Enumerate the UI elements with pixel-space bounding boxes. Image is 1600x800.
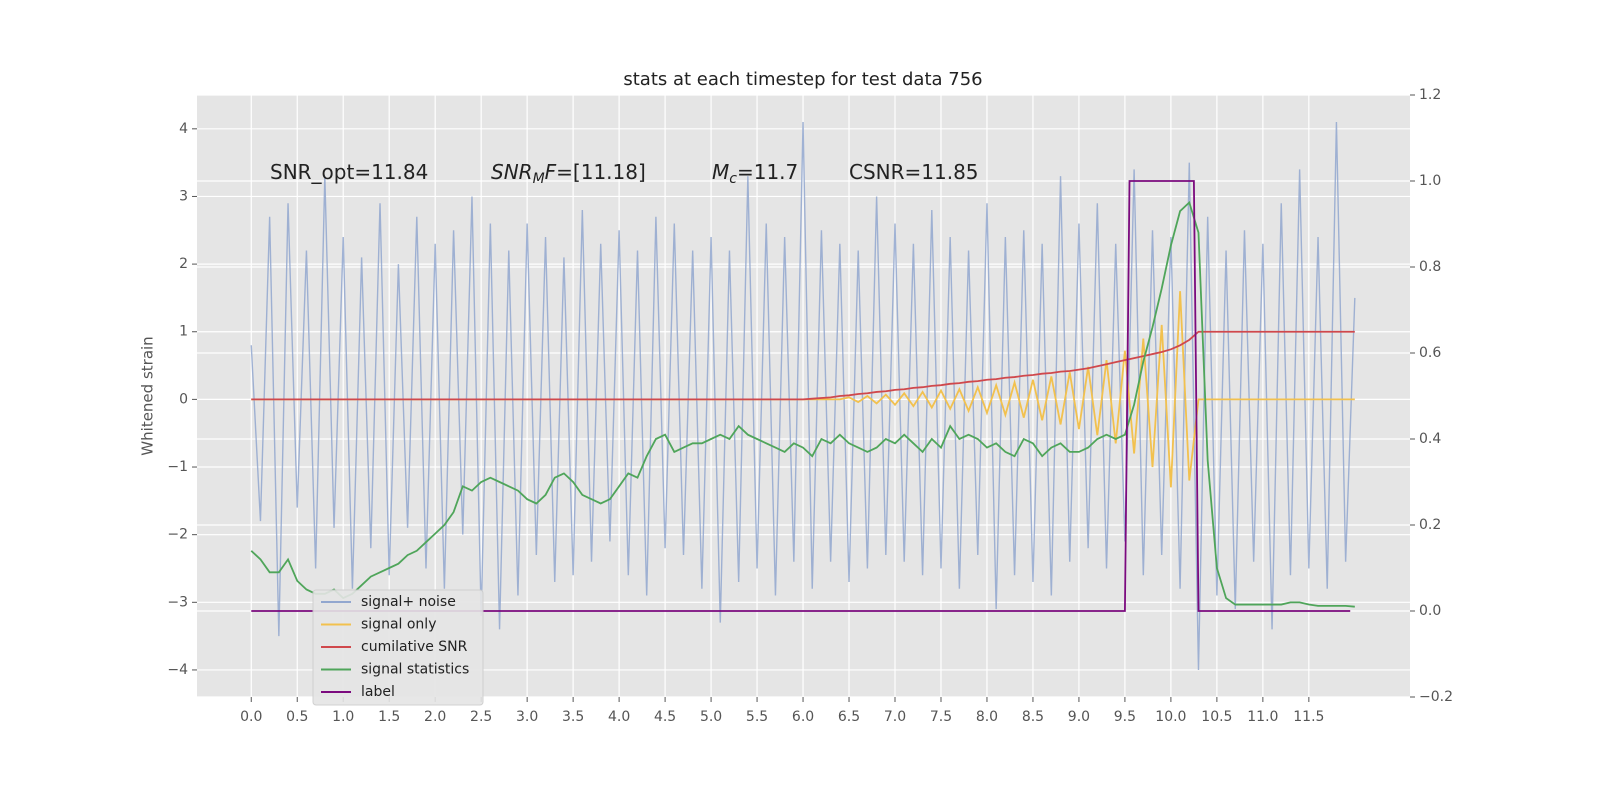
x-tick-label: 8.5 (1022, 709, 1044, 725)
y2-tick-label: 0.0 (1419, 603, 1441, 619)
y-tick-label: 0 (179, 391, 188, 407)
annotation-part: SNR_opt=11.84 (270, 160, 428, 184)
x-tick-label: 2.0 (424, 709, 446, 725)
x-tick-label: 3.0 (516, 709, 538, 725)
y-tick-label: 4 (179, 121, 188, 137)
legend-label: cumilative SNR (361, 639, 468, 655)
x-tick-label: 4.0 (608, 709, 630, 725)
x-tick-label: 3.5 (562, 709, 584, 725)
chart-title: stats at each timestep for test data 756 (623, 69, 982, 90)
x-tick-label: 7.5 (930, 709, 952, 725)
x-tick-label: 11.0 (1247, 709, 1278, 725)
y-tick-label: −1 (167, 459, 188, 475)
x-tick-label: 1.5 (378, 709, 400, 725)
marks (250, 122, 1356, 670)
x-tick-label: 9.0 (1068, 709, 1090, 725)
y2-tick-label: 0.8 (1419, 259, 1441, 275)
x-tick-label: 9.5 (1114, 709, 1136, 725)
annotation: SNRMF=[11.18] (491, 160, 646, 188)
x-tick-label: 0.0 (240, 709, 262, 725)
annotation-part: CSNR=11.85 (849, 160, 979, 184)
x-tick-label: 0.5 (286, 709, 308, 725)
annotation-part: =11.7 (737, 160, 798, 184)
legend-label: label (361, 684, 395, 700)
x-tick-label: 7.0 (884, 709, 906, 725)
y-tick-label: −2 (167, 527, 188, 543)
x-tick-label: 11.5 (1293, 709, 1324, 725)
annotation-part: =[11.18] (556, 160, 646, 184)
y2-tick-label: −0.2 (1419, 689, 1453, 705)
y2-tick-label: 0.6 (1419, 345, 1441, 361)
y2-tick-label: 1.2 (1419, 87, 1441, 103)
y-axis-label: Whitened strain (139, 336, 157, 455)
series-line (251, 330, 1355, 401)
x-tick-label: 10.5 (1201, 709, 1232, 725)
annotation-part: M (533, 171, 545, 187)
legend-label: signal only (361, 617, 436, 633)
legend-label: signal statistics (361, 662, 469, 678)
x-tick-label: 10.0 (1155, 709, 1186, 725)
y2-tick-label: 1.0 (1419, 173, 1441, 189)
x-tick-label: 2.5 (470, 709, 492, 725)
series-line (251, 180, 1351, 612)
legend-label: signal+ noise (361, 594, 456, 610)
x-tick-label: 5.5 (746, 709, 768, 725)
y-tick-label: 2 (179, 256, 188, 272)
x-tick-label: 6.5 (838, 709, 860, 725)
x-tick-label: 4.5 (654, 709, 676, 725)
annotations: SNR_opt=11.84 SNRMF=[11.18] Mc=11.7 CSNR=11… (270, 160, 979, 188)
y-tick-label: −3 (167, 594, 188, 610)
axes: 0.0 0.5 1.0 1.5 2.0 2.5 3.0 3.5 4.0 4.5 5.0 5.5 6.0 6… (167, 87, 1453, 725)
series-line (250, 200, 1355, 608)
annotation-part: SNR (491, 160, 533, 184)
y-tick-label: 3 (179, 188, 188, 204)
legend-box (312, 589, 484, 706)
y-tick-label: 1 (179, 324, 188, 340)
series-line (250, 122, 1356, 670)
annotation: SNR_opt=11.84 (270, 160, 428, 184)
y2-tick-label: 0.2 (1419, 517, 1441, 533)
legend: signal+ noise signal only cumilative SNR si… (312, 589, 484, 706)
x-tick-label: 5.0 (700, 709, 722, 725)
x-tick-label: 6.0 (792, 709, 814, 725)
annotation: Mc=11.7 (712, 160, 798, 188)
annotation-part: F (545, 160, 557, 184)
x-tick-label: 8.0 (976, 709, 998, 725)
annotation: CSNR=11.85 (849, 160, 979, 184)
y2-tick-label: 0.4 (1419, 431, 1441, 447)
annotation-part: M (712, 160, 729, 184)
x-tick-label: 1.0 (332, 709, 354, 725)
y-tick-label: −4 (167, 662, 188, 678)
annotation-part: c (729, 171, 737, 187)
